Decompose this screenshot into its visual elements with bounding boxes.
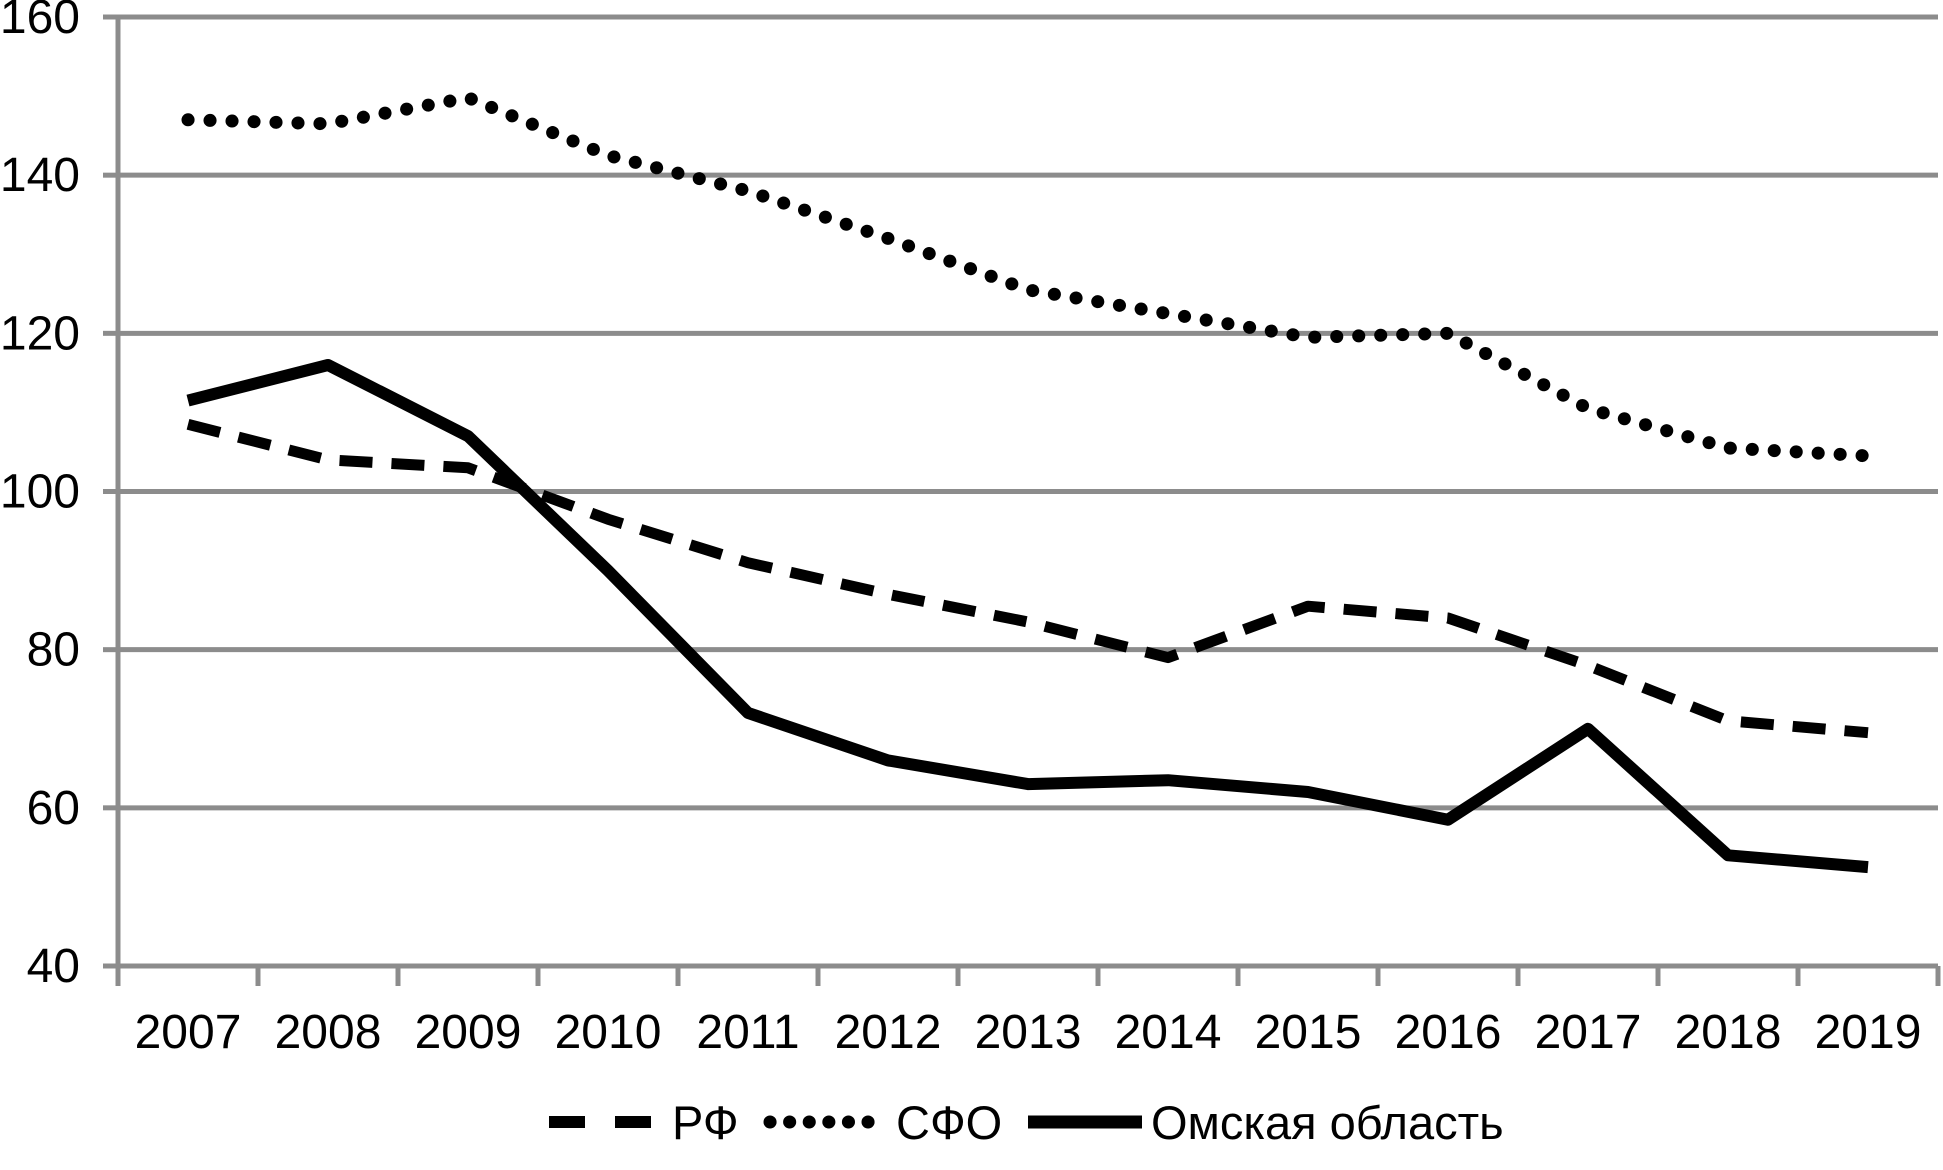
y-axis-label: 160 [0,0,80,44]
x-axis-label: 2013 [975,1006,1082,1059]
x-axis-label: 2012 [835,1006,942,1059]
x-axis-label: 2009 [415,1006,522,1059]
legend-item-dotted: СФО [763,1096,1002,1149]
legend-item-solid: Омская область [1028,1096,1504,1149]
y-axis-label: 100 [0,466,80,519]
x-axis-label: 2010 [555,1006,662,1059]
series-group [181,91,1875,874]
x-axis-label: 2007 [135,1006,242,1059]
legend-label: Омская область [1151,1096,1504,1149]
y-axis-label: 120 [0,307,80,360]
x-axis-label: 2011 [696,1006,799,1059]
series-line-dotted [181,91,1875,463]
y-axis-label: 40 [27,940,80,993]
series-line-solid [186,359,1869,874]
y-axis-label: 60 [27,782,80,835]
gridlines-group [118,14,1938,969]
x-axis-label: 2008 [275,1006,382,1059]
y-axis-label: 80 [27,624,80,677]
x-axis-labels-group: 2007 2008 2009 2010 2011 2012 2013 2014 2015 2016… [135,1006,1922,1059]
y-axis-label: 140 [0,149,80,202]
axes-group [103,14,1941,986]
x-axis-label: 2016 [1395,1006,1502,1059]
legend-group: РФ СФО Омская область [549,1096,1504,1149]
x-axis-label: 2019 [1815,1006,1922,1059]
x-axis-label: 2018 [1675,1006,1782,1059]
x-axis-label: 2014 [1115,1006,1222,1059]
y-axis-labels-group: 40 60 80 100 120 140 160 [0,0,80,993]
legend-item-dashed: РФ [549,1096,739,1149]
series-line-dashed [186,418,1869,739]
x-axis-label: 2015 [1255,1006,1362,1059]
legend-label: СФО [896,1096,1002,1149]
legend-label: РФ [672,1096,739,1149]
x-axis-label: 2017 [1535,1006,1642,1059]
